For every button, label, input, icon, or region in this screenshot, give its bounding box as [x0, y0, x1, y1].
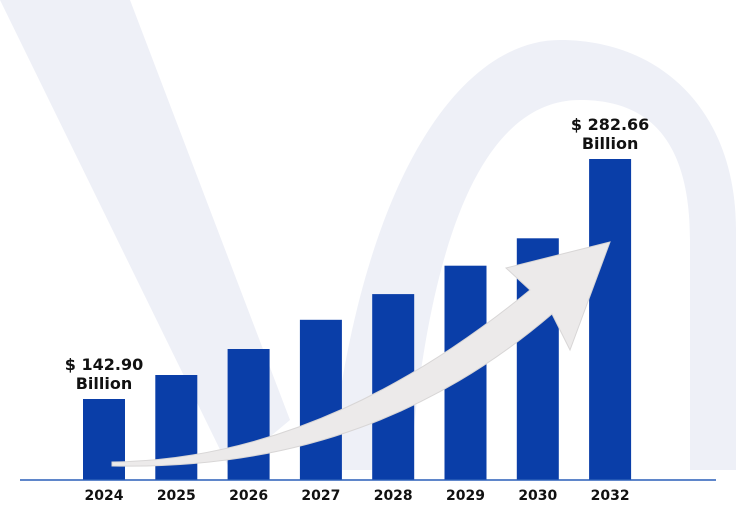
bar-2024 [83, 399, 125, 480]
data-label-2032-line-1: $ 282.66 [571, 115, 649, 134]
x-tick-2026: 2026 [229, 488, 268, 504]
bar-2027 [299, 319, 342, 480]
x-tick-2024: 2024 [85, 488, 124, 504]
x-tick-2032: 2032 [591, 488, 630, 504]
x-tick-2027: 2027 [301, 488, 340, 504]
data-label-2024-line-1: $ 142.90 [65, 355, 143, 374]
bar-2026 [227, 349, 270, 480]
trend-arrow [111, 241, 611, 467]
x-tick-2030: 2030 [518, 488, 557, 504]
x-tick-2028: 2028 [374, 488, 413, 504]
trend-arrow-shape [111, 241, 611, 467]
x-axis-tick-labels: 2024 2025 2026 2027 2028 2029 2030 2032 [85, 488, 630, 504]
bar-2032 [589, 159, 632, 480]
x-tick-2025: 2025 [157, 488, 196, 504]
watermark-logo [0, 0, 736, 470]
data-label-2024-line-2: Billion [76, 374, 133, 393]
x-tick-2029: 2029 [446, 488, 485, 504]
data-label-2032-line-2: Billion [582, 134, 639, 153]
